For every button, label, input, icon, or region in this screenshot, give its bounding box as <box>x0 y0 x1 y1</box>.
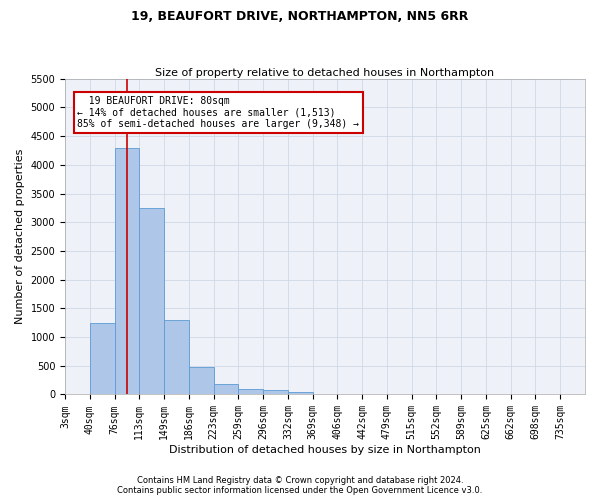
Bar <box>189 367 214 394</box>
Bar <box>263 390 288 394</box>
Text: 19, BEAUFORT DRIVE, NORTHAMPTON, NN5 6RR: 19, BEAUFORT DRIVE, NORTHAMPTON, NN5 6RR <box>131 10 469 23</box>
Bar <box>164 320 189 394</box>
Bar <box>238 388 263 394</box>
X-axis label: Distribution of detached houses by size in Northampton: Distribution of detached houses by size … <box>169 445 481 455</box>
Title: Size of property relative to detached houses in Northampton: Size of property relative to detached ho… <box>155 68 494 78</box>
Text: Contains HM Land Registry data © Crown copyright and database right 2024.
Contai: Contains HM Land Registry data © Crown c… <box>118 476 482 495</box>
Y-axis label: Number of detached properties: Number of detached properties <box>15 149 25 324</box>
Bar <box>214 384 238 394</box>
Text: 19 BEAUFORT DRIVE: 80sqm  
← 14% of detached houses are smaller (1,513)
85% of s: 19 BEAUFORT DRIVE: 80sqm ← 14% of detach… <box>77 96 359 129</box>
Bar <box>115 148 139 394</box>
Bar <box>288 392 313 394</box>
Bar <box>90 322 115 394</box>
Bar <box>139 208 164 394</box>
